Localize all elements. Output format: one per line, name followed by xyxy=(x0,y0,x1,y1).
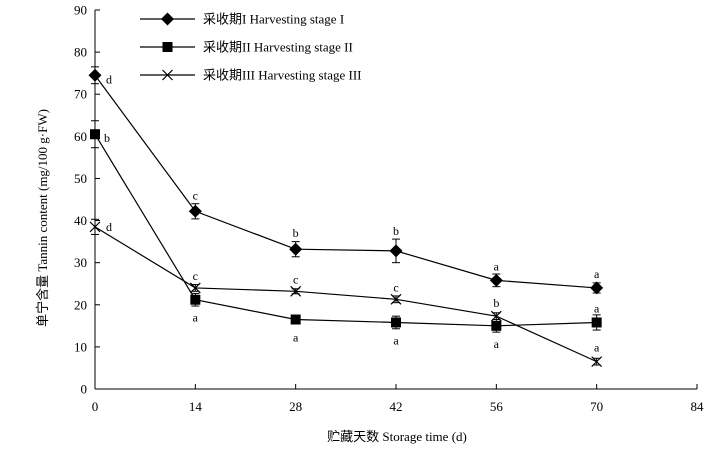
significance-letter: d xyxy=(106,72,112,86)
series-1-point xyxy=(489,273,503,287)
y-tick-label: 10 xyxy=(74,339,87,354)
series-line-1 xyxy=(94,74,597,289)
significance-letter: c xyxy=(393,280,398,294)
series-lines xyxy=(94,74,597,363)
legend-marker-1 xyxy=(161,12,174,26)
series-2-point xyxy=(391,317,401,328)
significance-letter: a xyxy=(393,333,399,347)
significance-letter: a xyxy=(494,259,500,273)
series-3-point xyxy=(189,282,201,294)
significance-letter: a xyxy=(594,267,600,281)
series-2-point xyxy=(290,314,301,325)
x-tick-label: 70 xyxy=(590,399,603,414)
significance-letter: b xyxy=(104,131,110,145)
x-axis-title: 贮藏天数 Storage time (d) xyxy=(327,429,467,444)
y-tick-label: 50 xyxy=(74,171,87,186)
series-3-point xyxy=(89,221,101,233)
series-2-point xyxy=(90,129,100,140)
significance-letter: d xyxy=(106,220,112,234)
series-1-point xyxy=(88,68,102,82)
significance-letter: b xyxy=(393,224,399,238)
significance-letter: a xyxy=(193,311,199,325)
x-tick-label: 28 xyxy=(289,399,302,414)
y-axis-title: 单宁含量 Tannin content (mg/100 g·FW) xyxy=(35,109,50,327)
x-tick-label: 0 xyxy=(92,399,99,414)
y-tick-label: 60 xyxy=(74,129,87,144)
x-tick-label: 42 xyxy=(390,399,403,414)
significance-letter: b xyxy=(493,296,499,310)
series-3-point xyxy=(290,285,302,297)
series-3-point-stroke-b xyxy=(189,282,201,294)
series-1-point xyxy=(188,204,202,218)
legend-label-3: 采收期III Harvesting stage III xyxy=(203,68,361,83)
series-line-2 xyxy=(94,133,597,327)
series-3-point-stroke-b xyxy=(290,285,302,297)
y-tick-label: 80 xyxy=(74,45,87,60)
series-1-point xyxy=(389,244,403,258)
legend-marker-3-stroke-b xyxy=(162,69,173,81)
legend-marker-3 xyxy=(162,69,173,81)
y-tick-label: 40 xyxy=(74,213,87,228)
significance-letter: c xyxy=(293,272,298,286)
significance-letter: a xyxy=(594,341,600,355)
legend-label-1: 采收期I Harvesting stage I xyxy=(203,12,344,27)
significance-letter: c xyxy=(193,188,198,202)
series-2-point xyxy=(591,317,602,328)
axes: 0 10 20 30 40 50 60 70 80 90 0 14 28 42 56 70 84 xyxy=(74,3,704,415)
y-tick-label: 30 xyxy=(74,255,87,270)
y-tick-label: 70 xyxy=(74,87,87,102)
significance-letter: a xyxy=(594,301,600,315)
series-3-point-stroke-b xyxy=(89,221,101,233)
significance-letter: a xyxy=(293,331,299,345)
series-line-3 xyxy=(94,226,597,363)
x-tick-label: 14 xyxy=(189,399,203,414)
x-tick-label: 56 xyxy=(490,399,504,414)
y-tick-label: 20 xyxy=(74,297,87,312)
legend-marker-2 xyxy=(162,42,173,52)
y-tick-label: 90 xyxy=(74,3,87,18)
legend-label-2: 采收期II Harvesting stage II xyxy=(203,40,353,55)
series-3-point-stroke-b xyxy=(490,310,502,322)
significance-letter: a xyxy=(494,337,500,351)
series-1-point xyxy=(590,281,604,295)
significance-letter: c xyxy=(193,269,198,283)
x-tick-label: 84 xyxy=(691,399,705,414)
significance-letter: b xyxy=(293,226,299,240)
series-3-point-stroke-b xyxy=(390,293,402,305)
legend: 采收期I Harvesting stage I 采收期II Harvesting … xyxy=(140,12,361,83)
series-2-point xyxy=(190,294,201,305)
series-3-point xyxy=(591,356,603,368)
y-tick-label: 0 xyxy=(81,382,88,397)
series-marks: d c b b a a b a a a a a d c c c b a xyxy=(88,66,604,368)
series-1-point xyxy=(289,242,303,256)
series-3-point-stroke-b xyxy=(591,356,603,368)
series-3-point xyxy=(390,293,402,305)
series-3-point xyxy=(490,310,502,322)
series-2-point xyxy=(491,320,502,331)
